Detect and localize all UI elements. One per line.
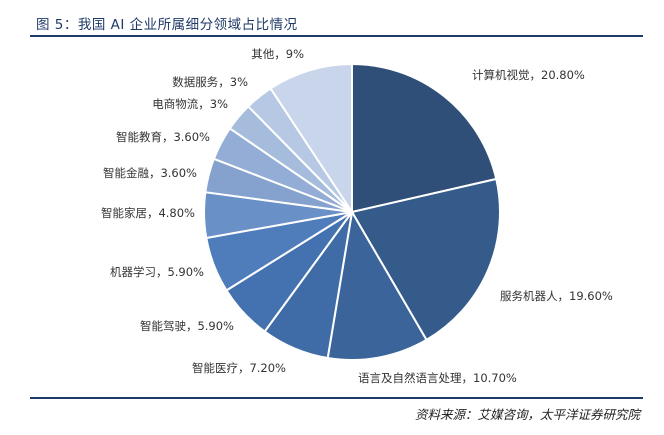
slice-label-1: 服务机器人，19.60% [500, 289, 613, 303]
slice-label-0: 计算机视觉，20.80% [472, 68, 585, 82]
pie-slices [203, 62, 501, 361]
slice-label-2: 语言及自然语言处理，10.70% [358, 371, 517, 385]
pie-labels: 计算机视觉，20.80% 服务机器人，19.60% 语言及自然语言处理，10.70%… [101, 47, 613, 385]
slice-label-5: 机器学习，5.90% [110, 265, 204, 279]
slice-label-6: 智能家居，4.80% [101, 206, 195, 220]
title-bar: 图 5：我国 AI 企业所属细分领域占比情况 [30, 9, 643, 37]
slice-label-4: 智能驾驶，5.90% [140, 319, 234, 333]
slice-label-8: 智能教育，3.60% [116, 130, 210, 144]
pie-slice-0 [351, 62, 498, 214]
bottom-rule [30, 397, 643, 399]
slice-label-9: 电商物流，3% [152, 97, 228, 111]
slice-label-10: 数据服务，3% [172, 75, 248, 89]
chart-title: 图 5：我国 AI 企业所属细分领域占比情况 [36, 17, 298, 33]
slice-label-7: 智能金融，3.60% [103, 166, 197, 180]
slice-label-11: 其他，9% [251, 47, 304, 61]
source-note: 资料来源：艾媒咨询，太平洋证券研究院 [414, 407, 640, 422]
slice-label-3: 智能医疗，7.20% [192, 361, 286, 375]
pie-slice-1 [350, 177, 501, 342]
pie-slice-2 [326, 209, 428, 361]
pie-slice-11 [269, 62, 353, 216]
